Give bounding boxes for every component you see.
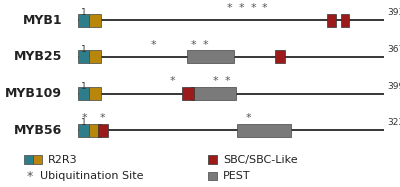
Bar bbox=[24, 155, 33, 164]
Text: SBC/SBC-Like: SBC/SBC-Like bbox=[223, 155, 298, 165]
Bar bbox=[208, 171, 217, 180]
Text: *: * bbox=[27, 170, 33, 183]
Text: 1: 1 bbox=[81, 118, 87, 127]
Text: *: * bbox=[246, 113, 251, 123]
Bar bbox=[78, 50, 90, 63]
Bar bbox=[182, 87, 194, 100]
Text: R2R3: R2R3 bbox=[48, 155, 77, 165]
Bar bbox=[340, 14, 349, 27]
Bar bbox=[98, 124, 108, 137]
Text: *: * bbox=[262, 3, 268, 13]
Text: 1: 1 bbox=[81, 45, 87, 54]
Text: *: * bbox=[213, 76, 218, 86]
Text: *: * bbox=[170, 76, 176, 86]
Bar bbox=[90, 124, 101, 137]
Bar bbox=[237, 124, 291, 137]
Text: *: * bbox=[82, 113, 88, 123]
Text: PEST: PEST bbox=[223, 171, 250, 181]
Bar bbox=[275, 50, 284, 63]
Text: MYB109: MYB109 bbox=[5, 87, 62, 100]
Text: MYB1: MYB1 bbox=[22, 14, 62, 27]
Bar bbox=[90, 14, 101, 27]
Text: MYB25: MYB25 bbox=[14, 50, 62, 63]
Bar bbox=[187, 50, 234, 63]
Text: *: * bbox=[150, 40, 156, 50]
Text: *: * bbox=[224, 76, 230, 86]
Bar bbox=[33, 155, 42, 164]
Bar bbox=[78, 124, 90, 137]
Text: *: * bbox=[250, 3, 256, 13]
Text: 323: 323 bbox=[387, 118, 400, 127]
Bar bbox=[90, 50, 101, 63]
Text: *: * bbox=[202, 40, 208, 50]
Text: 393: 393 bbox=[387, 8, 400, 17]
Text: 367: 367 bbox=[387, 45, 400, 54]
Bar bbox=[78, 87, 90, 100]
Bar bbox=[327, 14, 336, 27]
Text: MYB56: MYB56 bbox=[14, 124, 62, 137]
Bar bbox=[191, 87, 236, 100]
Bar bbox=[90, 87, 101, 100]
Text: Ubiquitination Site: Ubiquitination Site bbox=[40, 171, 144, 181]
Text: *: * bbox=[191, 40, 196, 50]
Text: *: * bbox=[239, 3, 244, 13]
Bar bbox=[208, 155, 217, 164]
Text: *: * bbox=[100, 113, 105, 123]
Text: 1: 1 bbox=[81, 8, 87, 17]
Text: 1: 1 bbox=[81, 82, 87, 91]
Bar bbox=[78, 14, 90, 27]
Text: *: * bbox=[227, 3, 232, 13]
Text: 399: 399 bbox=[387, 82, 400, 91]
